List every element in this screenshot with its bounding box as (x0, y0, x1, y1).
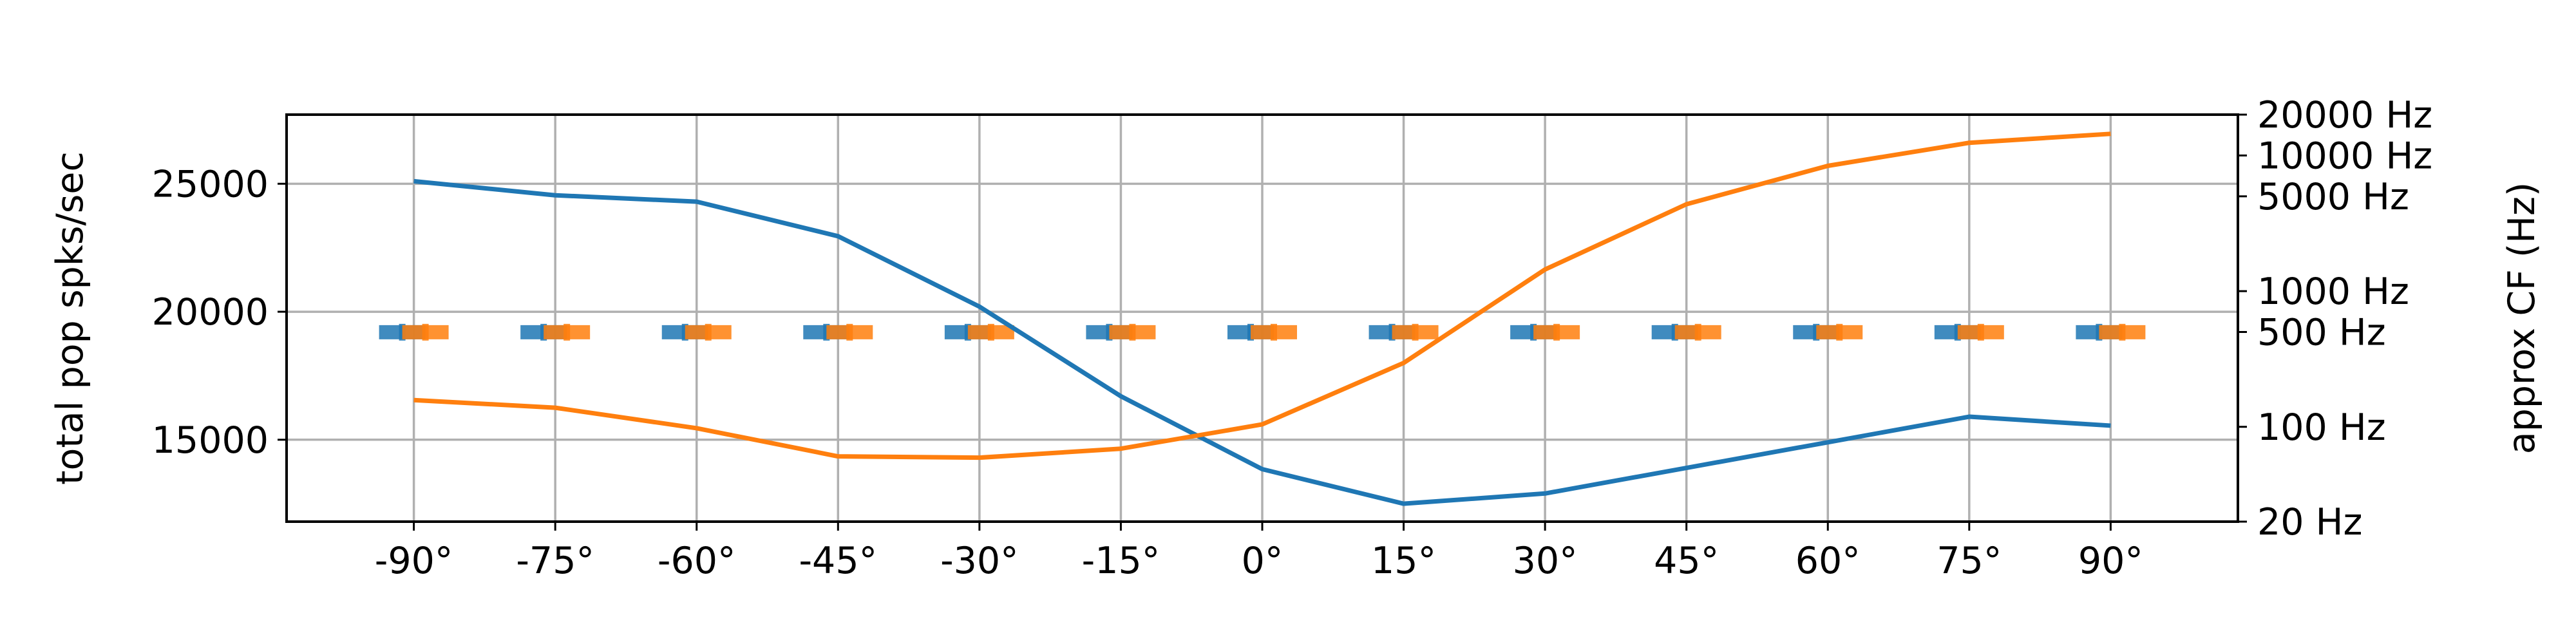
series-line (413, 178, 2111, 506)
y2-axis-label: approx CF (Hz) (2501, 182, 2543, 454)
x-tick-label: 90° (2078, 540, 2143, 582)
x-tick-label: -30° (940, 540, 1019, 582)
x-tick-label: -60° (658, 540, 736, 582)
y2-tick-label: 20 Hz (2257, 501, 2362, 544)
x-tick-label: -15° (1082, 540, 1160, 582)
y2-tick-label: 100 Hz (2257, 406, 2386, 449)
y2-tick-label: 500 Hz (2257, 312, 2386, 354)
y2-tick-label: 5000 Hz (2257, 176, 2409, 218)
y2-tick-label: 1000 Hz (2257, 270, 2409, 313)
x-tick-label: 45° (1654, 540, 1719, 582)
y-axis-label: total pop spks/sec (49, 151, 91, 485)
y2-tick-label: 20000 Hz (2257, 94, 2432, 137)
y-tick-label: 25000 (152, 163, 269, 205)
grid-lines (287, 115, 2238, 522)
axes: -90° -75° -60° -45° -30° -15° 0° 15° 30° 45° 60° 75… (152, 94, 2433, 582)
series-lines (413, 131, 2111, 506)
x-tick-label: 0° (1242, 540, 1283, 582)
y2-tick-label: 10000 Hz (2257, 135, 2432, 177)
y-tick-label: 15000 (152, 419, 269, 462)
angle-markers (379, 323, 2146, 341)
x-tick-label: -45° (799, 540, 877, 582)
x-tick-label: 15° (1371, 540, 1436, 582)
series-line (413, 131, 2111, 460)
y-tick-label: 20000 (152, 291, 269, 334)
x-tick-label: -90° (375, 540, 453, 582)
x-tick-label: 30° (1513, 540, 1578, 582)
x-tick-label: 75° (1937, 540, 2002, 582)
x-tick-label: -75° (516, 540, 594, 582)
x-tick-label: 60° (1795, 540, 1861, 582)
